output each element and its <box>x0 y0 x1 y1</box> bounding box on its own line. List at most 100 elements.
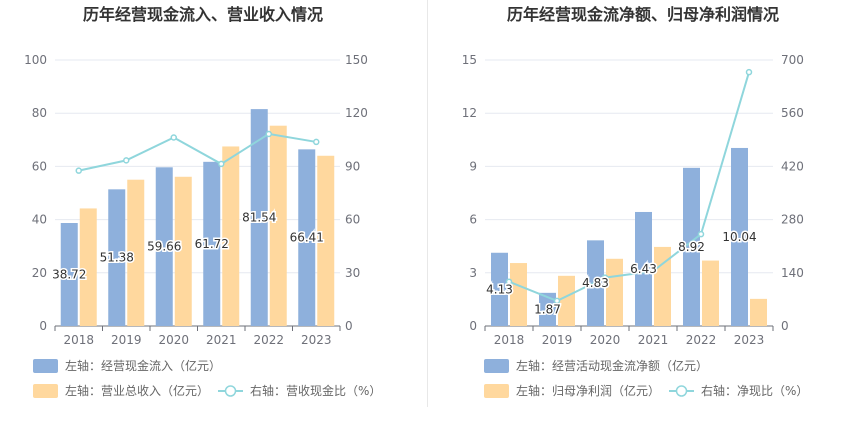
chart1-x-tick-label: 2023 <box>301 333 332 347</box>
chart2-right-tick-label: 140 <box>781 266 804 280</box>
chart1-right-tick-label: 120 <box>345 106 368 120</box>
chart2-left-tick-label: 12 <box>462 106 477 120</box>
chart1-left-tick-label: 100 <box>24 53 47 67</box>
chart1-legend-label: 左轴：经营现金流入（亿元） <box>65 358 221 373</box>
chart1-left-tick-label: 0 <box>39 319 47 333</box>
chart2-legend-swatch-line-marker <box>675 385 688 397</box>
chart-divider <box>427 0 428 407</box>
chart1-x-tick-label: 2022 <box>253 333 284 347</box>
chart2-ratio-point <box>697 230 705 238</box>
chart2-bar-primary <box>491 252 508 326</box>
chart1-bar-secondary <box>222 146 240 326</box>
chart1-data-label: 51.38 <box>100 251 134 265</box>
chart2-legend-swatch-bar-secondary <box>484 384 509 398</box>
chart2-bar-primary <box>683 167 700 326</box>
chart2-data-label: 4.13 <box>486 282 513 296</box>
chart2-left-tick-label: 3 <box>469 266 477 280</box>
chart2-bar-secondary <box>558 275 575 326</box>
chart2-bar-secondary <box>510 263 527 326</box>
chart1-right-tick-label: 30 <box>345 266 360 280</box>
chart2-legend-swatch-bar-primary <box>484 359 509 373</box>
chart1-ratio-point <box>75 167 82 174</box>
chart1-x-tick-label: 2020 <box>158 333 189 347</box>
chart1-data-label: 61.72 <box>195 237 229 251</box>
chart1-bar-primary <box>155 167 173 326</box>
chart2-ratio-line <box>508 71 750 302</box>
chart2-ratio-point <box>745 68 753 76</box>
chart2-bar-primary <box>731 147 748 326</box>
chart1-x-tick-label: 2018 <box>63 333 94 347</box>
chart2-data-label: 10.04 <box>722 230 756 244</box>
chart2-data-label: 4.83 <box>582 276 609 290</box>
chart2-x-tick-label: 2020 <box>590 333 621 347</box>
chart2-x-tick-label: 2019 <box>542 333 573 347</box>
chart1-right-tick-label: 60 <box>345 213 360 227</box>
chart1-left-tick-label: 80 <box>32 106 47 120</box>
chart1-left-tick-label: 60 <box>32 159 47 173</box>
chart1-ratio-point <box>170 134 177 141</box>
chart2-right-tick-label: 420 <box>781 159 804 173</box>
chart2-bar-secondary <box>702 260 719 326</box>
chart2-bar-secondary <box>750 298 767 326</box>
chart1-legend-label: 右轴：营收现金比（%） <box>250 383 381 398</box>
chart1-ratio-point <box>265 130 272 138</box>
chart1-data-label: 38.72 <box>52 268 86 282</box>
chart2-right-tick-label: 0 <box>781 319 789 333</box>
chart1-right-tick-label: 150 <box>345 53 368 67</box>
chart2-right-tick-label: 700 <box>781 53 804 67</box>
chart1-ratio-point <box>313 138 320 146</box>
chart2-bar-primary <box>539 292 556 326</box>
chart1-legend-swatch-line-marker <box>224 385 237 397</box>
chart2-bar-secondary <box>606 258 623 326</box>
chart2-ratio-point <box>649 267 657 275</box>
chart1-x-tick-label: 2021 <box>206 333 237 347</box>
chart2-ratio-point <box>553 297 561 305</box>
chart1-bar-secondary <box>174 176 192 326</box>
chart1-bar-secondary <box>79 208 97 326</box>
chart2-legend-label: 右轴：净现比（%） <box>701 383 808 398</box>
chart2-data-label: 8.92 <box>678 240 705 254</box>
chart2-left-tick-label: 9 <box>469 159 477 173</box>
chart2-x-tick-label: 2021 <box>638 333 669 347</box>
chart2-x-tick-label: 2023 <box>734 333 765 347</box>
chart2-right-tick-label: 280 <box>781 213 804 227</box>
chart1-data-label: 66.41 <box>290 231 324 245</box>
chart1-bar-secondary <box>317 155 335 326</box>
chart-title-left: 历年经营现金流入、营业收入情况 <box>83 5 323 24</box>
chart1-data-label: 59.66 <box>147 240 181 254</box>
chart1-bar-primary <box>108 189 126 326</box>
chart1-x-tick-label: 2019 <box>111 333 142 347</box>
chart1-bar-primary <box>60 223 78 326</box>
chart2-left-tick-label: 6 <box>469 213 477 227</box>
chart1-left-tick-label: 20 <box>32 266 47 280</box>
chart2-ratio-point <box>505 278 513 285</box>
chart2-right-tick-label: 560 <box>781 106 804 120</box>
chart1-bar-primary <box>298 149 316 326</box>
chart2-bar-primary <box>635 211 652 326</box>
chart1-legend-label: 左轴：营业总收入（亿元） <box>65 383 209 398</box>
chart2-ratio-point <box>601 274 609 281</box>
chart1-ratio-line <box>78 132 317 172</box>
chart1-legend-swatch-bar-secondary <box>33 384 58 398</box>
chart-title-right: 历年经营现金流净额、归母净利润情况 <box>507 5 779 24</box>
chart1-left-tick-label: 40 <box>32 213 47 227</box>
chart1-ratio-point <box>123 157 130 164</box>
chart1-right-tick-label: 90 <box>345 159 360 173</box>
chart1-bar-primary <box>250 109 268 326</box>
chart2-legend-label: 左轴：经营活动现金流净额（亿元） <box>516 358 708 373</box>
chart2-x-tick-label: 2022 <box>686 333 717 347</box>
chart1-ratio-point <box>218 160 225 168</box>
chart1-right-tick-label: 0 <box>345 319 353 333</box>
chart1-legend-swatch-bar-primary <box>33 359 58 373</box>
chart2-legend-label: 左轴：归母净利润（亿元） <box>516 383 660 398</box>
chart1-bar-primary <box>203 161 221 326</box>
chart2-left-tick-label: 0 <box>469 319 477 333</box>
chart2-left-tick-label: 15 <box>462 53 477 67</box>
chart1-data-label: 81.54 <box>242 211 276 225</box>
chart2-data-label: 1.87 <box>534 302 561 316</box>
chart1-bar-secondary <box>127 179 145 326</box>
chart1-bar-secondary <box>269 125 287 327</box>
chart2-x-tick-label: 2018 <box>494 333 525 347</box>
chart2-data-label: 6.43 <box>630 262 657 276</box>
